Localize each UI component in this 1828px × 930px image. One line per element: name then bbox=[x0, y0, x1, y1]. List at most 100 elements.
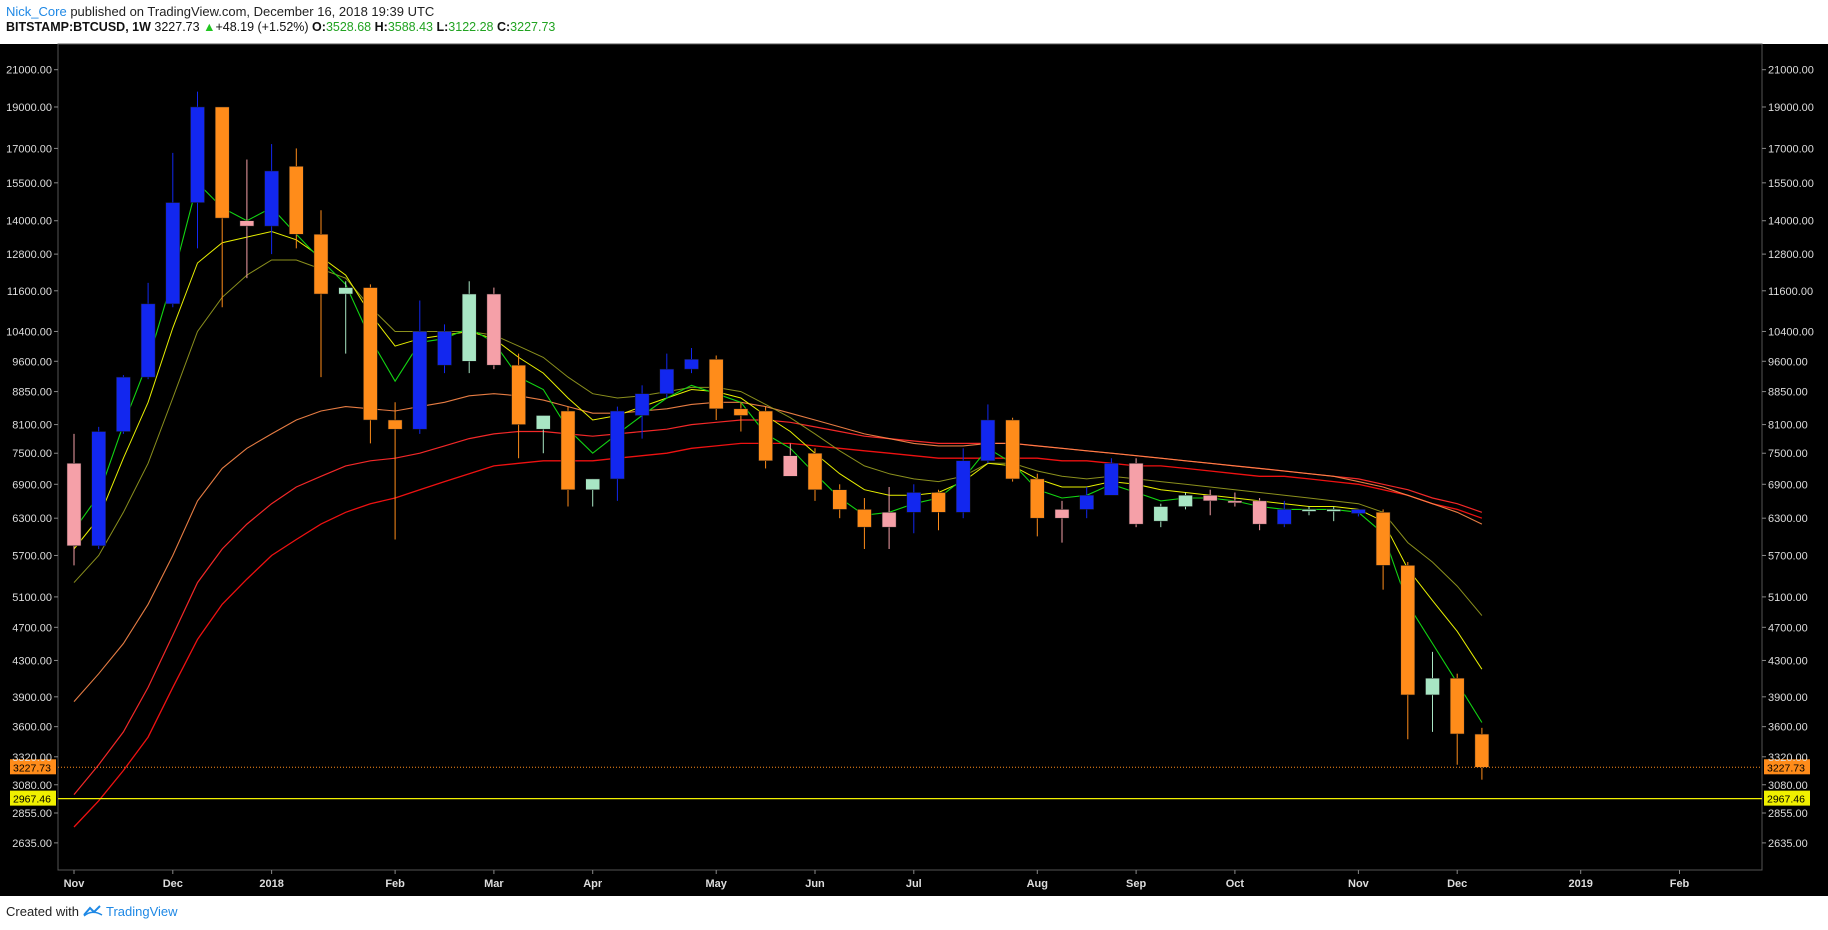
y-tick-label-left: 3080.00 bbox=[12, 780, 52, 792]
candle-body bbox=[1227, 500, 1243, 504]
y-tick-label-right: 2855.00 bbox=[1768, 808, 1808, 820]
y-tick-label-left: 12800.00 bbox=[6, 249, 52, 261]
candle-body bbox=[461, 293, 477, 362]
candle bbox=[1301, 506, 1317, 516]
candle-body bbox=[955, 460, 971, 513]
author-link[interactable]: Nick_Core bbox=[6, 4, 67, 19]
y-tick-label-right: 21000.00 bbox=[1768, 65, 1814, 77]
candle-body bbox=[832, 489, 847, 510]
candle-body bbox=[264, 170, 279, 227]
support-label-left: 2967.46 bbox=[10, 790, 56, 806]
candle bbox=[1351, 509, 1366, 517]
x-tick-label: Nov bbox=[64, 878, 86, 890]
x-tick-label: Dec bbox=[163, 878, 183, 890]
candle-body bbox=[1252, 500, 1267, 525]
candle bbox=[758, 406, 773, 469]
y-tick-label-right: 6300.00 bbox=[1768, 513, 1808, 525]
x-tick-label: Feb bbox=[385, 878, 405, 890]
candle bbox=[363, 284, 378, 444]
candle-body bbox=[1005, 419, 1020, 480]
candle bbox=[313, 210, 329, 378]
candle bbox=[955, 448, 971, 519]
tradingview-logo-icon bbox=[82, 905, 102, 917]
y-tick-label-right: 3080.00 bbox=[1768, 780, 1808, 792]
x-tick-label: 2018 bbox=[259, 878, 283, 890]
candle bbox=[585, 478, 600, 507]
candle bbox=[1079, 487, 1094, 519]
y-tick-label-left: 3900.00 bbox=[12, 692, 52, 704]
candle-body bbox=[659, 368, 675, 394]
candle bbox=[881, 487, 897, 549]
candle bbox=[140, 282, 156, 380]
low-label: L: bbox=[436, 20, 449, 34]
candle bbox=[560, 406, 576, 507]
candle-body bbox=[1326, 509, 1341, 512]
candle-body bbox=[881, 512, 897, 528]
y-tick-label-right: 3600.00 bbox=[1768, 722, 1808, 734]
y-tick-label-left: 2635.00 bbox=[12, 838, 52, 850]
candle-body bbox=[165, 202, 181, 305]
candle-body bbox=[313, 234, 329, 295]
y-tick-label-right: 19000.00 bbox=[1768, 102, 1814, 114]
candle-body bbox=[486, 293, 502, 366]
y-tick-label-left: 7500.00 bbox=[12, 448, 52, 460]
y-tick-label-left: 6900.00 bbox=[12, 479, 52, 491]
high-value: 3588.43 bbox=[387, 20, 433, 34]
x-tick-label: Apr bbox=[583, 878, 603, 890]
tradingview-link[interactable]: TradingView bbox=[106, 904, 178, 919]
y-tick-label-right: 8850.00 bbox=[1768, 387, 1808, 399]
candle bbox=[1449, 673, 1465, 765]
y-tick-label-right: 5100.00 bbox=[1768, 592, 1808, 604]
candle-body bbox=[1400, 565, 1416, 696]
y-tick-label-left: 5100.00 bbox=[12, 592, 52, 604]
candle-body bbox=[1178, 495, 1193, 507]
candle-body bbox=[1474, 733, 1490, 768]
candle bbox=[684, 347, 699, 374]
candle bbox=[461, 281, 477, 374]
x-tick-label: Nov bbox=[1348, 878, 1370, 890]
candle-body bbox=[1030, 478, 1045, 519]
candle bbox=[1030, 473, 1045, 537]
candle bbox=[733, 402, 749, 432]
candle-body bbox=[289, 166, 304, 235]
price-chart[interactable]: 3227.73 3227.73 2967.46 2967.46 21000.00 2100… bbox=[0, 0, 1828, 900]
y-tick-label-right: 3900.00 bbox=[1768, 692, 1808, 704]
candle-body bbox=[1079, 495, 1094, 510]
y-tick-label-right: 4300.00 bbox=[1768, 655, 1808, 667]
candle-body bbox=[610, 410, 625, 480]
candle-body bbox=[536, 415, 551, 430]
candle bbox=[214, 106, 230, 308]
candle bbox=[980, 404, 996, 464]
current-price-label-left: 3227.73 bbox=[10, 759, 56, 775]
y-tick-label-right: 9600.00 bbox=[1768, 356, 1808, 368]
price-change: +48.19 (+1.52%) bbox=[215, 20, 309, 34]
candle-body bbox=[783, 455, 798, 477]
candle bbox=[165, 152, 181, 308]
candle-body bbox=[634, 393, 650, 416]
candle-body bbox=[363, 287, 378, 421]
x-tick-label: May bbox=[705, 878, 727, 890]
candle-body bbox=[708, 359, 724, 410]
y-tick-label-left: 14000.00 bbox=[6, 216, 52, 228]
chart-background bbox=[0, 44, 1828, 896]
candle bbox=[412, 300, 428, 434]
support-tag bbox=[1764, 790, 1810, 806]
x-tick-label: Sep bbox=[1126, 878, 1146, 890]
y-tick-label-left: 19000.00 bbox=[6, 102, 52, 114]
y-tick-label-right: 17000.00 bbox=[1768, 143, 1814, 155]
candle-body bbox=[1202, 495, 1218, 502]
candle-body bbox=[1128, 463, 1144, 525]
y-tick-label-left: 9600.00 bbox=[12, 356, 52, 368]
y-tick-label-left: 5700.00 bbox=[12, 550, 52, 562]
candle-body bbox=[857, 509, 872, 528]
candle bbox=[1425, 651, 1440, 732]
ribbon-line-yellow bbox=[73, 230, 1483, 670]
y-tick-label-left: 4700.00 bbox=[12, 622, 52, 634]
current-price-tag bbox=[1764, 759, 1810, 775]
candle-body bbox=[758, 410, 773, 462]
candle bbox=[1277, 500, 1292, 528]
candle bbox=[931, 489, 946, 531]
candle bbox=[708, 355, 724, 420]
candle bbox=[338, 281, 353, 354]
footer: Created with TradingView bbox=[6, 904, 178, 919]
